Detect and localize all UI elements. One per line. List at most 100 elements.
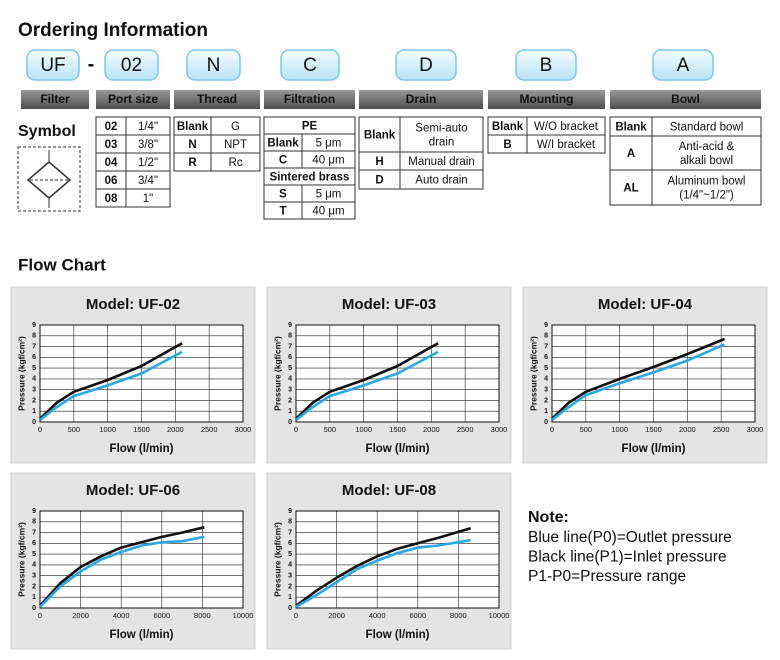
x-tick-label: 1000 [355, 425, 372, 434]
y-tick-label: 7 [32, 343, 36, 350]
series-line [39, 525, 205, 607]
x-tick-label: 2000 [72, 611, 89, 620]
chart-panel: Model: UF-04 0 1 2 3 4 5 6 7 8 9 0 500 1000 1500 2000 25… [522, 286, 768, 464]
y-tick-label: 2 [544, 397, 548, 404]
chart-title: Model: UF-08 [342, 482, 436, 499]
x-tick-label: 1000 [99, 425, 116, 434]
y-tick-label: 5 [32, 365, 36, 372]
x-tick-label: 2000 [423, 425, 440, 434]
y-tick-label: 7 [32, 529, 36, 536]
symbol-label: Symbol [18, 123, 76, 140]
cell-text: G [231, 121, 240, 133]
chart-title: Model: UF-02 [86, 296, 180, 313]
y-tick-label: 0 [32, 605, 36, 612]
plot-area [40, 511, 243, 608]
cell-text: 1/4" [138, 121, 158, 133]
y-tick-label: 4 [288, 376, 292, 383]
y-tick-label: 6 [288, 354, 292, 361]
series-line [295, 538, 471, 609]
series-line [295, 526, 471, 607]
cell-text: Blank [615, 122, 647, 134]
table-cell [399, 116, 484, 153]
x-axis-title: Flow (l/min) [110, 629, 174, 641]
cell-text: W/O bracket [534, 121, 599, 133]
chart-panel: Model: UF-06 0 1 2 3 4 5 6 7 8 9 0 2000 4000 6000 8000 1… [10, 472, 256, 650]
cell-text: 02 [105, 121, 118, 133]
cell-text: C [279, 155, 287, 167]
note-line: Black line(P1)=Inlet pressure [528, 549, 727, 566]
header-text: Drain [406, 92, 437, 106]
cell-text: N [188, 139, 196, 151]
cell-text: D [375, 175, 383, 187]
table-cell [301, 201, 356, 220]
y-tick-label: 8 [288, 519, 292, 526]
cell-text: T [279, 206, 286, 218]
y-tick-label: 0 [32, 419, 36, 426]
x-tick-label: 500 [324, 425, 337, 434]
cell-text: 5 μm [316, 138, 342, 150]
plot-border [39, 510, 244, 609]
cell-text: Rc [228, 157, 242, 169]
x-tick-label: 3000 [491, 425, 508, 434]
plot-border [551, 324, 756, 423]
series-line [39, 535, 205, 608]
x-tick-label: 6000 [409, 611, 426, 620]
cell-text: Sintered brass [270, 172, 350, 184]
y-tick-label: 7 [288, 529, 292, 536]
x-tick-label: 2500 [457, 425, 474, 434]
y-tick-label: 1 [288, 408, 292, 415]
code-text: B [540, 55, 553, 76]
x-tick-label: 4000 [113, 611, 130, 620]
y-tick-label: 0 [544, 419, 548, 426]
code-box [515, 49, 577, 81]
y-tick-label: 5 [544, 365, 548, 372]
cell-text: 08 [105, 193, 118, 205]
code-box [652, 49, 714, 81]
code-box [26, 49, 80, 81]
series-line [551, 337, 725, 420]
y-tick-label: 6 [544, 354, 548, 361]
y-tick-label: 8 [288, 333, 292, 340]
table-cell [609, 169, 653, 206]
x-tick-label: 0 [550, 425, 554, 434]
table-cell [358, 116, 401, 153]
series-line [39, 350, 183, 421]
cell-text: 40 μm [312, 155, 344, 167]
x-tick-label: 3000 [747, 425, 764, 434]
y-tick-label: 3 [544, 387, 548, 394]
x-tick-label: 3000 [235, 425, 252, 434]
cell-text: Semi-auto [415, 123, 467, 135]
x-tick-label: 500 [580, 425, 593, 434]
code-text: 02 [121, 55, 142, 76]
header-bar [96, 90, 170, 109]
y-tick-label: 8 [32, 333, 36, 340]
x-axis-title: Flow (l/min) [366, 629, 430, 641]
cell-text: Blank [267, 138, 299, 150]
cell-text: B [503, 139, 511, 151]
x-tick-label: 0 [38, 425, 42, 434]
y-tick-label: 6 [32, 354, 36, 361]
cell-text: 5 μm [316, 189, 342, 201]
cell-text: Standard bowl [670, 122, 744, 134]
cell-text: 3/8" [138, 139, 158, 151]
y-tick-label: 2 [288, 397, 292, 404]
plot-border [295, 324, 500, 423]
x-tick-label: 0 [294, 611, 298, 620]
x-axis-title: Flow (l/min) [110, 443, 174, 455]
plot-area [296, 511, 499, 608]
header-bar [488, 90, 605, 109]
y-tick-label: 4 [32, 562, 36, 569]
y-tick-label: 7 [544, 343, 548, 350]
header-text: Port size [108, 92, 158, 106]
cell-text: alkali bowl [680, 155, 733, 167]
y-tick-label: 3 [288, 573, 292, 580]
header-bar [264, 90, 355, 109]
note-line: Blue line(P0)=Outlet pressure [528, 529, 732, 546]
y-tick-label: 2 [32, 397, 36, 404]
y-tick-label: 5 [288, 551, 292, 558]
x-tick-label: 10000 [233, 611, 254, 620]
header-bar [359, 90, 483, 109]
code-text: D [419, 55, 433, 76]
y-tick-label: 4 [288, 562, 292, 569]
